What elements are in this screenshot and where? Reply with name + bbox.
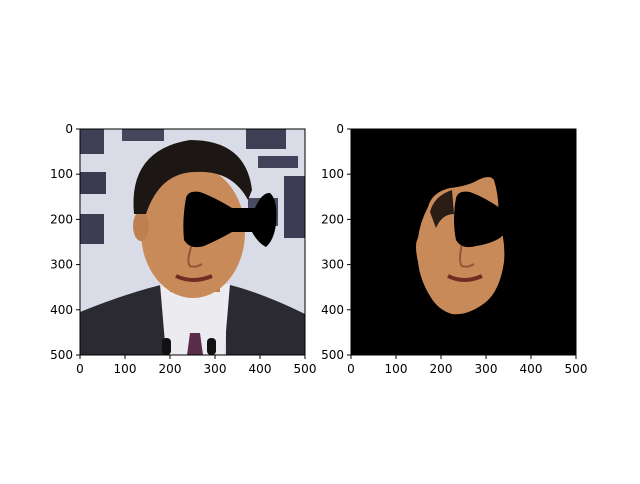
left-y-tick-label: 200 bbox=[50, 212, 73, 226]
occlusion-mask bbox=[183, 191, 277, 248]
right-x-tick-label: 0 bbox=[347, 362, 355, 376]
nose bbox=[187, 243, 203, 268]
right-y-tick-label: 300 bbox=[321, 258, 344, 272]
segmented-mouth bbox=[447, 274, 483, 282]
backdrop-glyph bbox=[80, 214, 104, 244]
right-y-tick-label: 0 bbox=[336, 122, 344, 136]
right-y-tick-label: 400 bbox=[321, 303, 344, 317]
right-x-tick-label: 400 bbox=[520, 362, 543, 376]
hair bbox=[133, 140, 252, 214]
left-y-tick-label: 300 bbox=[50, 258, 73, 272]
right-image-panel bbox=[351, 129, 576, 355]
backdrop-glyph bbox=[258, 156, 298, 168]
right-x-tick-label: 500 bbox=[565, 362, 588, 376]
backdrop-glyph bbox=[246, 129, 286, 149]
backdrop-glyph bbox=[80, 129, 104, 154]
suit bbox=[226, 284, 305, 355]
left-x-tick-label: 0 bbox=[76, 362, 84, 376]
segmented-nose bbox=[459, 243, 475, 268]
left-axes-frame bbox=[79, 128, 306, 356]
left-x-tick-label: 500 bbox=[294, 362, 317, 376]
right-y-tick-label: 100 bbox=[321, 167, 344, 181]
left-x-tick-label: 300 bbox=[204, 362, 227, 376]
left-y-tick-label: 500 bbox=[50, 348, 73, 362]
left-image-panel bbox=[80, 129, 305, 355]
left-x-tick-label: 400 bbox=[249, 362, 272, 376]
right-x-tick-label: 100 bbox=[385, 362, 408, 376]
ear bbox=[133, 211, 149, 241]
microphone bbox=[162, 338, 171, 355]
mouth bbox=[175, 274, 213, 282]
backdrop-glyph bbox=[80, 172, 106, 194]
microphone bbox=[207, 338, 216, 355]
left-y-tick-label: 0 bbox=[65, 122, 73, 136]
backdrop-glyph bbox=[122, 129, 164, 141]
left-x-tick-label: 100 bbox=[114, 362, 137, 376]
right-axes-frame bbox=[350, 128, 577, 356]
shirt bbox=[160, 284, 230, 355]
right-x-tick-label: 300 bbox=[475, 362, 498, 376]
right-y-tick-label: 200 bbox=[321, 212, 344, 226]
left-y-tick-label: 100 bbox=[50, 167, 73, 181]
right-x-tick-label: 200 bbox=[430, 362, 453, 376]
right-y-tick-label: 500 bbox=[321, 348, 344, 362]
tie bbox=[187, 333, 203, 355]
left-y-tick-label: 400 bbox=[50, 303, 73, 317]
backdrop-glyph bbox=[284, 176, 305, 238]
suit bbox=[80, 284, 165, 355]
segmented-hair bbox=[430, 190, 454, 228]
removed-occlusion-area bbox=[454, 191, 508, 248]
left-x-tick-label: 200 bbox=[159, 362, 182, 376]
